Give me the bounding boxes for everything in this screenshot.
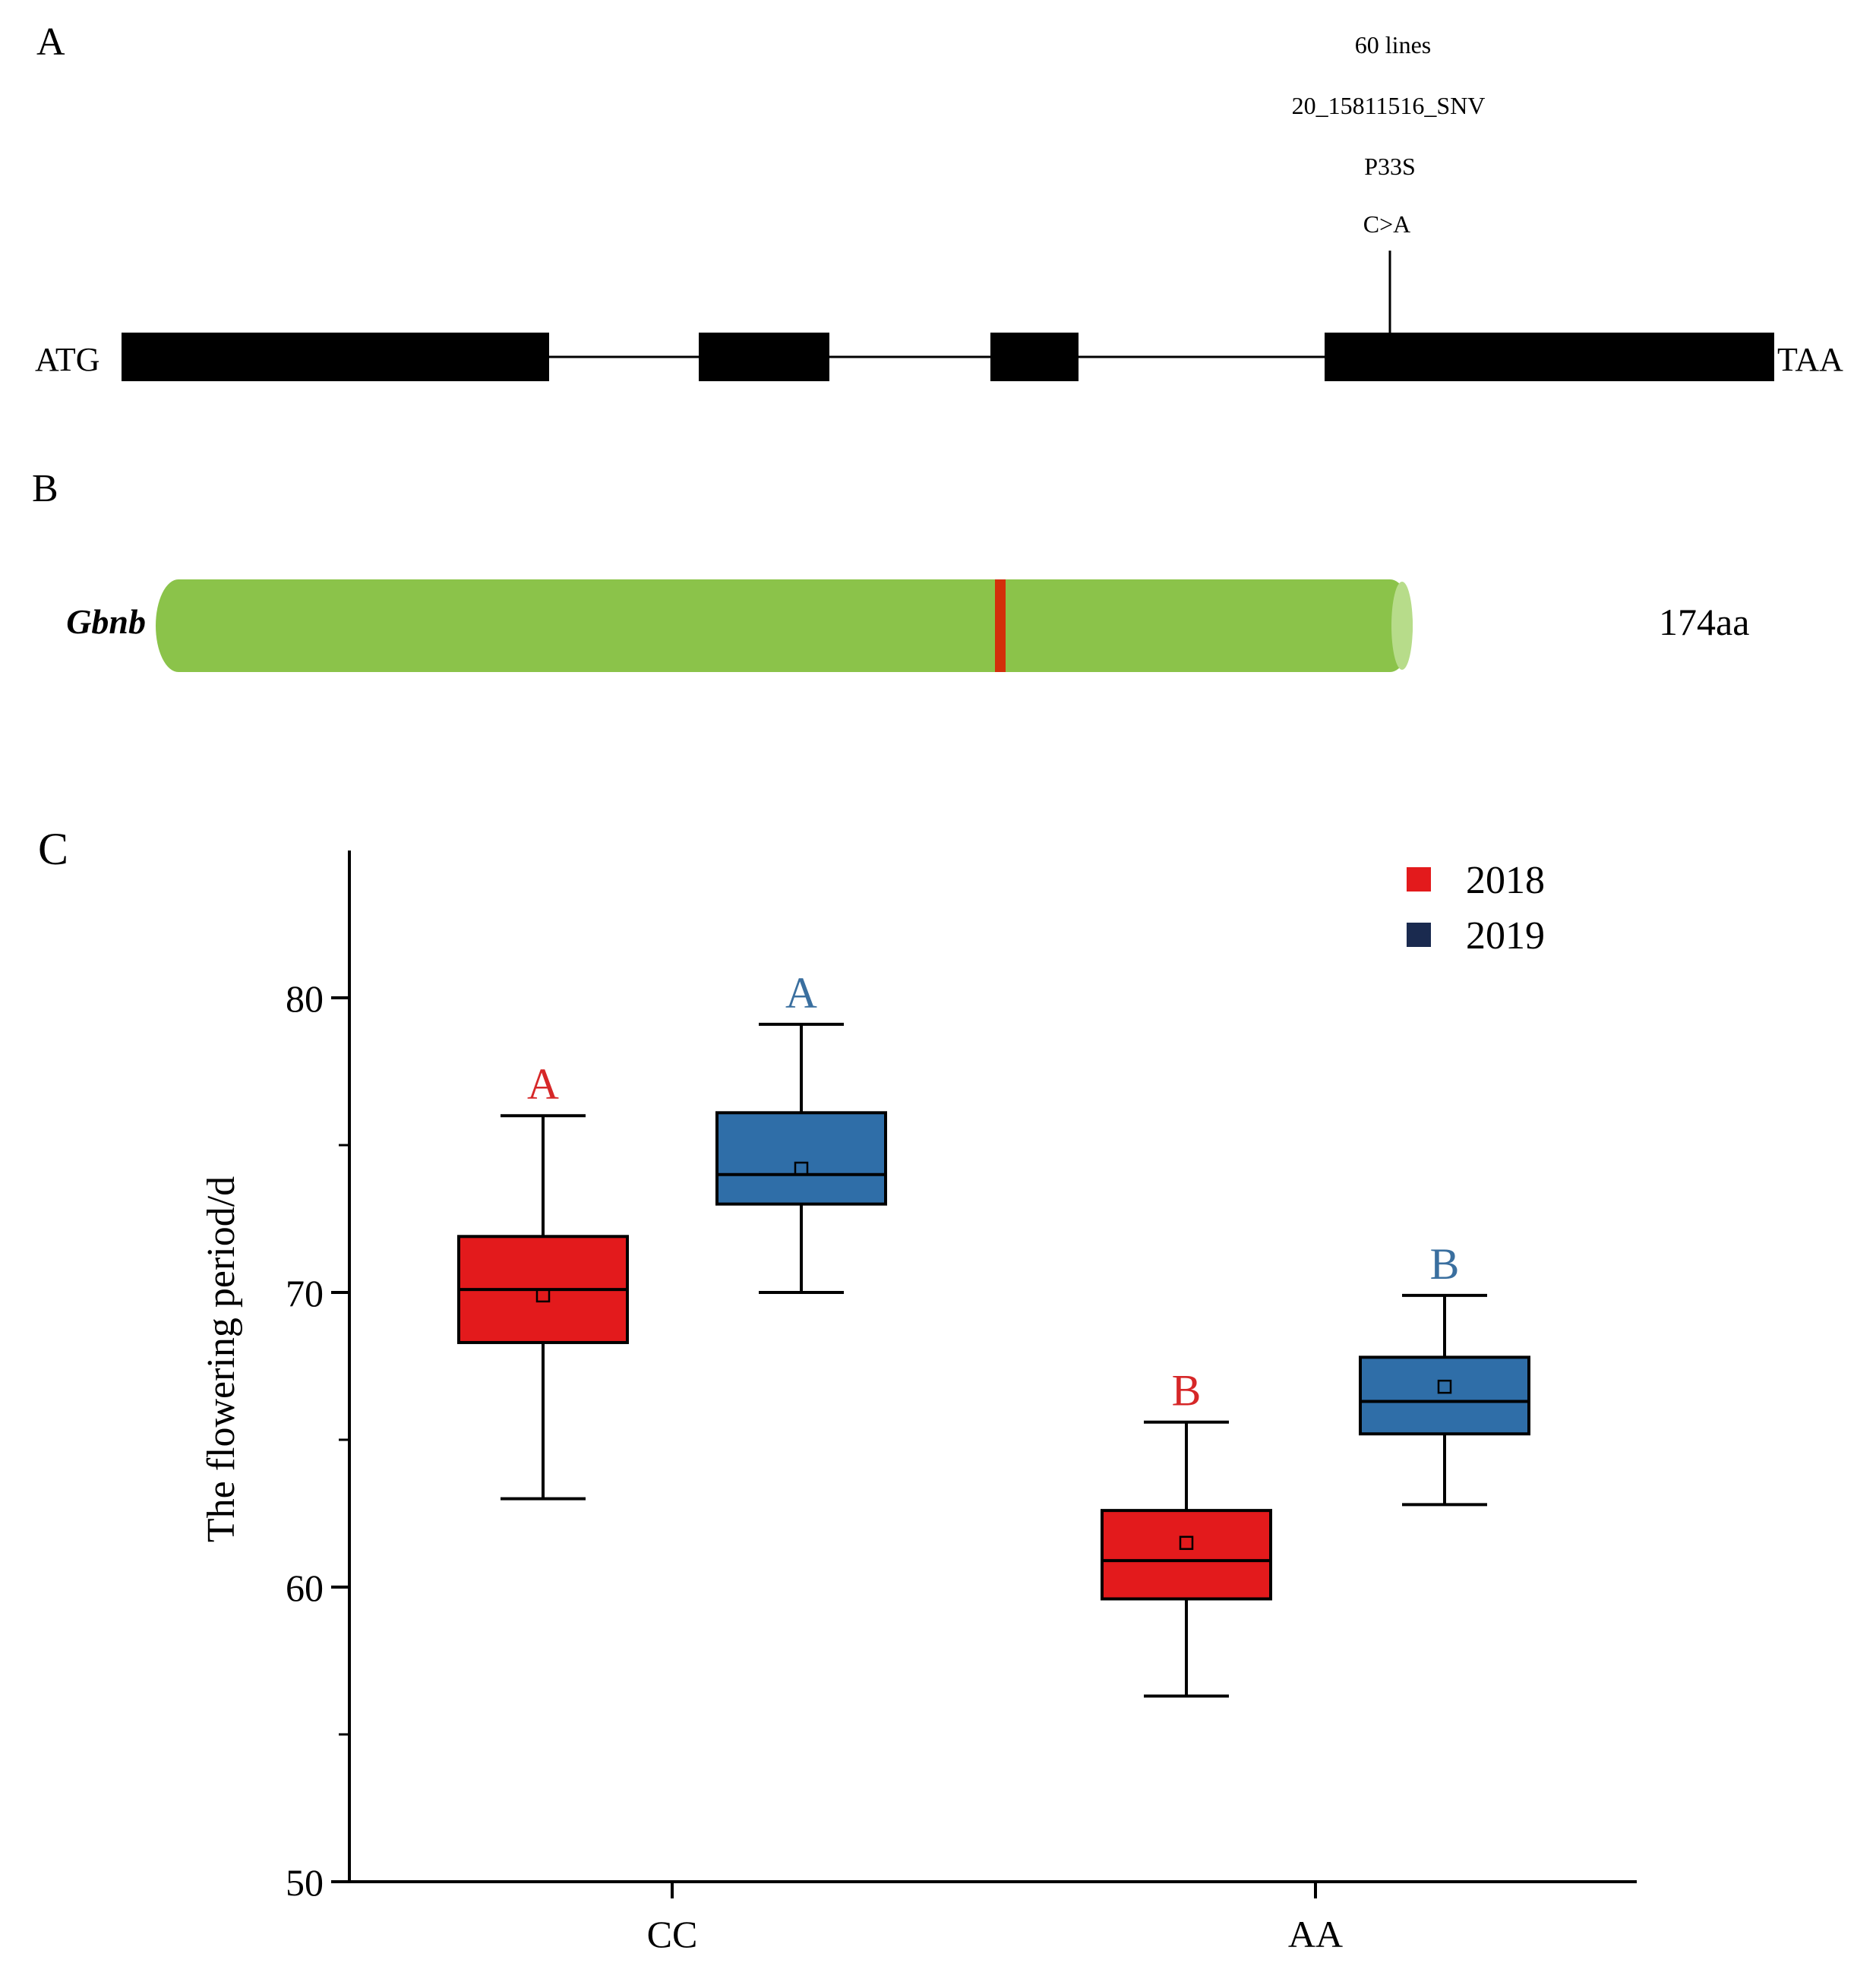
- stop-codon-label: TAA: [1777, 341, 1843, 378]
- annotation-snv: 20_15811516_SNV: [1292, 92, 1486, 119]
- legend-label-2019: 2019: [1466, 914, 1545, 958]
- box-iqr: [715, 1111, 887, 1206]
- box-2018-cc: A: [457, 1059, 629, 1501]
- annotation-lines: 60 lines: [1355, 31, 1431, 58]
- mean-marker: [1179, 1535, 1194, 1551]
- box-iqr: [1359, 1355, 1530, 1436]
- box-2018-aa: B: [1101, 1366, 1272, 1698]
- significance-letter: B: [1430, 1239, 1460, 1289]
- box-2019-aa: B: [1359, 1239, 1530, 1507]
- start-codon-label: ATG: [35, 341, 100, 378]
- mean-marker: [794, 1161, 809, 1176]
- significance-letter: B: [1172, 1366, 1202, 1415]
- legend-swatch-2019: [1407, 923, 1431, 947]
- y-tick-label: 70: [286, 1272, 324, 1314]
- legend-label-2018: 2018: [1466, 859, 1545, 902]
- annotation-nt-change: C>A: [1363, 210, 1411, 238]
- boxes: A B A B: [457, 968, 1530, 1698]
- y-tick-label: 80: [286, 977, 324, 1020]
- box-2019-cc: A: [715, 968, 887, 1294]
- protein-bar: [156, 579, 1413, 672]
- y-tick-label: 60: [286, 1567, 324, 1609]
- panel-b-label: B: [32, 467, 58, 510]
- y-axis-label: The flowering period/d: [200, 1176, 243, 1542]
- x-tick-label-aa: AA: [1288, 1913, 1343, 1955]
- panel-a-label: A: [36, 21, 65, 64]
- box-iqr: [1101, 1509, 1272, 1601]
- exon-4: [1325, 333, 1774, 381]
- legend: 2018 2019: [1407, 859, 1545, 958]
- exon-3: [990, 333, 1079, 381]
- gene-name: Gbnb: [66, 602, 146, 641]
- panel-c-label: C: [38, 824, 68, 874]
- protein-length: 174aa: [1659, 601, 1749, 643]
- mean-marker: [535, 1288, 551, 1303]
- exon-2: [699, 333, 829, 381]
- panel-b: B Gbnb 174aa: [32, 467, 1749, 672]
- x-tick-label-cc: CC: [647, 1913, 698, 1955]
- significance-letter: A: [785, 968, 817, 1018]
- mean-marker: [1437, 1379, 1452, 1394]
- exon-1: [122, 333, 549, 381]
- panel-a: A 60 lines 20_15811516_SNV P33S C>A ATG …: [35, 21, 1843, 381]
- legend-swatch-2018: [1407, 867, 1431, 892]
- snv-position-marker: [995, 579, 1006, 672]
- significance-letter: A: [527, 1059, 559, 1109]
- y-tick-label: 50: [286, 1861, 324, 1904]
- annotation-aa-change: P33S: [1364, 153, 1416, 180]
- panel-c: C The flowering period/d 50 60 70 80 CC AA A B…: [38, 824, 1637, 1955]
- protein-bar-end-cap: [1391, 582, 1413, 670]
